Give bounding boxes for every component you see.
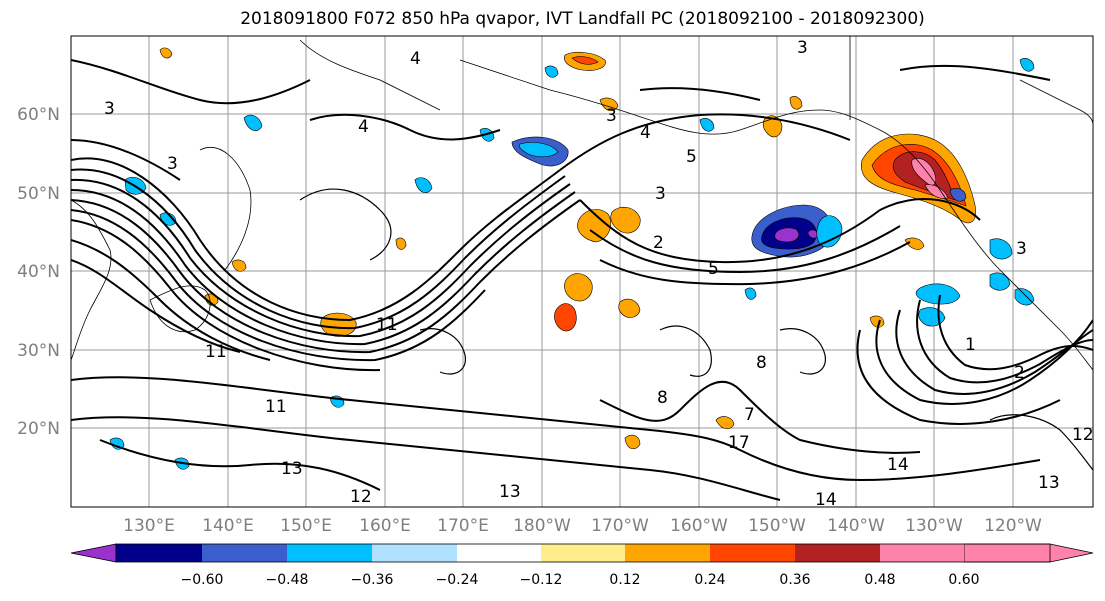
lon-label: 130°W <box>905 516 963 536</box>
colorbar-extend-right <box>963 543 1094 563</box>
colorbar-segment <box>795 544 880 562</box>
contour-label: 3 <box>104 99 115 119</box>
contour-label: 4 <box>358 117 369 137</box>
contour-label: 2 <box>653 233 664 253</box>
contour-label: 3 <box>606 106 617 126</box>
contour-label: 3 <box>167 154 178 174</box>
contour-label: 13 <box>1038 473 1060 493</box>
colorbar-tick-label: 0.12 <box>609 572 640 588</box>
colorbar-segment <box>541 544 625 562</box>
ivt-contours-thin <box>299 188 1093 471</box>
colorbar-segment <box>287 544 372 562</box>
colorbar-segment <box>202 544 287 562</box>
contour-label: 11 <box>205 342 227 362</box>
colorbar-tick-label: 0.48 <box>864 572 895 588</box>
lon-label: 140°E <box>202 516 254 536</box>
colorbar-extend-left <box>70 543 117 563</box>
lon-label: 160°W <box>670 516 728 536</box>
contour-label: 3 <box>1016 239 1027 259</box>
contour-label: 3 <box>797 38 808 58</box>
colorbar-segment <box>880 544 964 562</box>
lat-label-50n: 50°N <box>17 184 60 204</box>
colorbar-tick-label: −0.48 <box>266 572 309 588</box>
contour-label: 4 <box>410 49 421 69</box>
coastlines <box>71 36 1093 371</box>
colorbar-tick-label: 0.36 <box>779 572 810 588</box>
lon-label: 150°W <box>748 516 806 536</box>
contour-label: 13 <box>499 482 521 502</box>
map-frame <box>70 35 1094 508</box>
contour-label: 12 <box>350 487 372 507</box>
colorbar-tick-labels: −0.60 −0.48 −0.36 −0.24 −0.12 0.12 0.24 … <box>181 572 980 588</box>
contour-label: 8 <box>756 353 767 373</box>
longitude-labels: 130°E 140°E 150°E 160°E 170°E 180°W 170°… <box>123 516 1042 536</box>
colorbar-frame <box>115 543 1051 563</box>
contour-label: 3 <box>655 184 666 204</box>
contour-labels: 3 4 3 4 3 3 4 5 3 5 11 11 11 13 12 13 14… <box>104 38 1094 510</box>
contour-label: 5 <box>686 147 697 167</box>
lon-label: 170°W <box>591 516 649 536</box>
lon-label: 150°E <box>280 516 332 536</box>
colorbar-segment <box>710 544 795 562</box>
contour-label: 8 <box>657 388 668 408</box>
gridlines <box>71 36 1093 507</box>
lon-label: 170°E <box>437 516 489 536</box>
colorbar: −0.60 −0.48 −0.36 −0.24 −0.12 0.12 0.24 … <box>70 543 1094 588</box>
contour-label: 17 <box>728 433 750 453</box>
lon-label: 120°W <box>984 516 1042 536</box>
lat-label-20n: 20°N <box>17 419 60 439</box>
contour-label: 13 <box>281 459 303 479</box>
lat-label-30n: 30°N <box>17 341 60 361</box>
lon-label: 160°E <box>359 516 411 536</box>
map-panel: 3 4 3 4 3 3 4 5 3 5 11 11 11 13 12 13 14… <box>70 35 1094 510</box>
colorbar-segment <box>116 544 202 562</box>
contour-label: 7 <box>744 405 755 425</box>
contour-label: 14 <box>815 490 837 510</box>
lat-label-40n: 40°N <box>17 262 60 282</box>
contour-label: 11 <box>376 315 398 335</box>
lon-label: 130°E <box>123 516 175 536</box>
colorbar-segment <box>625 544 710 562</box>
colorbar-segment <box>457 544 541 562</box>
lat-label-60n: 60°N <box>17 105 60 125</box>
lon-label: 140°W <box>827 516 885 536</box>
ivt-contours <box>71 59 1093 501</box>
contour-label: 5 <box>708 259 719 279</box>
colorbar-segment <box>372 544 457 562</box>
contour-label: 4 <box>640 123 651 143</box>
latitude-labels: 60°N 50°N 40°N 30°N 20°N <box>17 105 60 439</box>
colorbar-tick-label: 0.24 <box>694 572 725 588</box>
contour-label: 2 <box>1014 363 1025 383</box>
contour-label: 14 <box>887 455 909 475</box>
colorbar-tick-label: −0.60 <box>181 572 224 588</box>
lon-label: 180°W <box>513 516 571 536</box>
map-title: 2018091800 F072 850 hPa qvapor, IVT Land… <box>240 9 925 29</box>
contour-label: 11 <box>265 397 287 417</box>
contour-label: 1 <box>965 335 976 355</box>
colorbar-tick-label: −0.12 <box>520 572 563 588</box>
colorbar-tick-label: −0.36 <box>351 572 394 588</box>
colorbar-tick-label: 0.60 <box>948 572 979 588</box>
colorbar-tick-label: −0.24 <box>436 572 479 588</box>
contour-label: 12 <box>1072 425 1094 445</box>
